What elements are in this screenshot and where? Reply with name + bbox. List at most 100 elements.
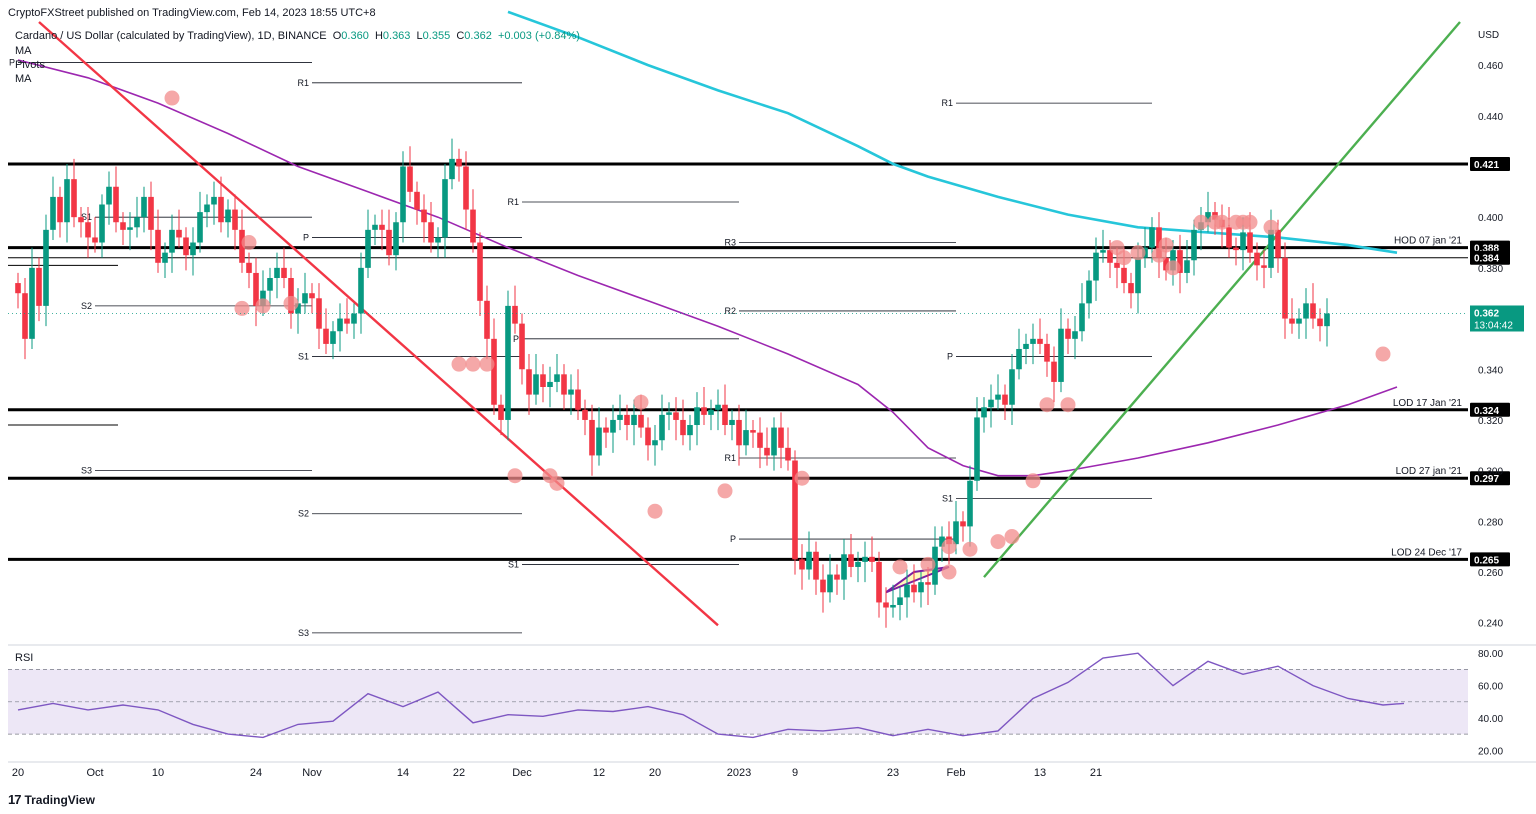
- candle-body: [568, 389, 574, 395]
- candle-body: [15, 283, 21, 294]
- candle-body: [596, 427, 602, 456]
- ma-slow-line: [507, 10, 1398, 254]
- time-tick: 24: [250, 767, 262, 779]
- touch-marker: [1375, 346, 1391, 362]
- candle-body: [232, 209, 238, 230]
- indicator-ma-slow[interactable]: MA: [15, 73, 32, 85]
- touch-marker: [647, 503, 663, 519]
- time-tick: 23: [887, 767, 899, 779]
- candle-body: [659, 414, 665, 441]
- candle-body: [967, 480, 973, 527]
- touch-marker: [549, 475, 565, 491]
- candle-body: [449, 158, 455, 180]
- candle-body: [1009, 369, 1015, 405]
- key-level-badge: [1470, 552, 1510, 567]
- candle-body: [288, 278, 294, 314]
- close-label: C: [456, 30, 465, 42]
- candle-body: [680, 419, 686, 436]
- time-tick: 9: [792, 767, 798, 779]
- candle-body: [890, 604, 896, 608]
- symbol-legend[interactable]: Cardano / US Dollar (calculated by Tradi…: [15, 30, 580, 42]
- time-axis[interactable]: 20 Oct 10 24 Nov 14 22 Dec 12 20 2023 9 23 Feb 13 21: [12, 767, 1102, 779]
- touch-marker: [465, 356, 481, 372]
- candle-body: [71, 179, 77, 218]
- ma-fast-line: [17, 59, 1398, 477]
- candle-body: [470, 209, 476, 243]
- candlesticks[interactable]: [15, 138, 1330, 628]
- change-value: +0.003 (+0.84%): [497, 30, 580, 42]
- pivot-label: R2: [724, 306, 736, 316]
- pivot-label: S1: [942, 494, 953, 504]
- candle-body: [827, 574, 833, 593]
- candle-body: [722, 404, 728, 426]
- candle-body: [239, 229, 245, 263]
- candle-body: [1254, 252, 1260, 266]
- touch-marker: [892, 559, 908, 575]
- price-tick: 0.240: [1478, 619, 1503, 630]
- pivot-label: S2: [81, 301, 92, 311]
- touch-marker: [255, 298, 271, 314]
- time-tick: 20: [12, 767, 24, 779]
- candle-body: [1121, 267, 1127, 284]
- tradingview-brand[interactable]: 17 TradingView: [8, 792, 95, 807]
- candle-body: [631, 414, 637, 426]
- candle-body: [617, 414, 623, 420]
- last-price-value: 0.362: [1474, 308, 1499, 319]
- trendline-down: [38, 21, 719, 627]
- candle-body: [582, 409, 588, 420]
- candle-body: [757, 432, 763, 448]
- candle-body: [134, 217, 140, 228]
- candle-body: [218, 196, 224, 223]
- candle-body: [1149, 227, 1155, 248]
- candle-body: [939, 536, 945, 547]
- candle-body: [918, 582, 924, 593]
- candle-body: [1114, 262, 1120, 268]
- candle-body: [204, 204, 210, 213]
- candle-body: [337, 318, 343, 332]
- trendline-up: [983, 21, 1461, 578]
- touch-marker: [1158, 237, 1174, 253]
- published-caption: CryptoFXStreet published on TradingView.…: [8, 7, 376, 19]
- candle-body: [106, 186, 112, 205]
- rsi-tick: 60.00: [1478, 682, 1503, 693]
- indicator-pivots[interactable]: Pivots: [15, 59, 45, 71]
- tradingview-logo-icon: 17: [8, 792, 22, 807]
- candle-body: [855, 561, 861, 567]
- candle-body: [512, 305, 518, 324]
- touch-marker: [1242, 214, 1258, 230]
- candle-body: [925, 582, 931, 585]
- rsi-label: RSI: [15, 652, 33, 664]
- candle-body: [841, 554, 847, 580]
- candle-body: [183, 237, 189, 256]
- candle-body: [155, 229, 161, 263]
- candle-body: [92, 237, 98, 243]
- key-level-value: 0.388: [1474, 244, 1499, 255]
- candle-body: [1303, 303, 1309, 319]
- high-label: H: [374, 30, 383, 42]
- pivot-label: P: [303, 232, 309, 242]
- candle-body: [834, 574, 840, 580]
- touch-marker: [1263, 219, 1279, 235]
- key-level-note: LOD 17 Jan '21: [1393, 398, 1463, 409]
- candle-body: [99, 204, 105, 243]
- candle-body: [792, 460, 798, 560]
- candle-body: [1051, 361, 1057, 382]
- candle-body: [36, 267, 42, 306]
- price-tick: 0.400: [1478, 213, 1503, 224]
- candle-body: [1100, 250, 1106, 253]
- candle-body: [820, 579, 826, 593]
- indicator-ma-fast[interactable]: MA: [15, 45, 32, 57]
- candle-body: [1072, 331, 1078, 339]
- candle-body: [393, 222, 399, 256]
- time-tick: 20: [649, 767, 661, 779]
- candle-body: [778, 427, 784, 448]
- price-axis[interactable]: 0.36213:04:42USD0.4600.4400.4000.3800.34…: [8, 30, 1524, 630]
- candle-body: [421, 209, 427, 223]
- candle-body: [848, 554, 854, 567]
- touch-markers: [164, 90, 1391, 580]
- price-tick: 0.300: [1478, 467, 1503, 478]
- last-price-badge: [1470, 305, 1524, 332]
- pivot-lines: P S1 S2 S3 R1 P S1 S2 S3 R1 P S1 R3 R2 R1 P R1 P S1: [9, 58, 1152, 638]
- pivot-label: R1: [724, 453, 736, 463]
